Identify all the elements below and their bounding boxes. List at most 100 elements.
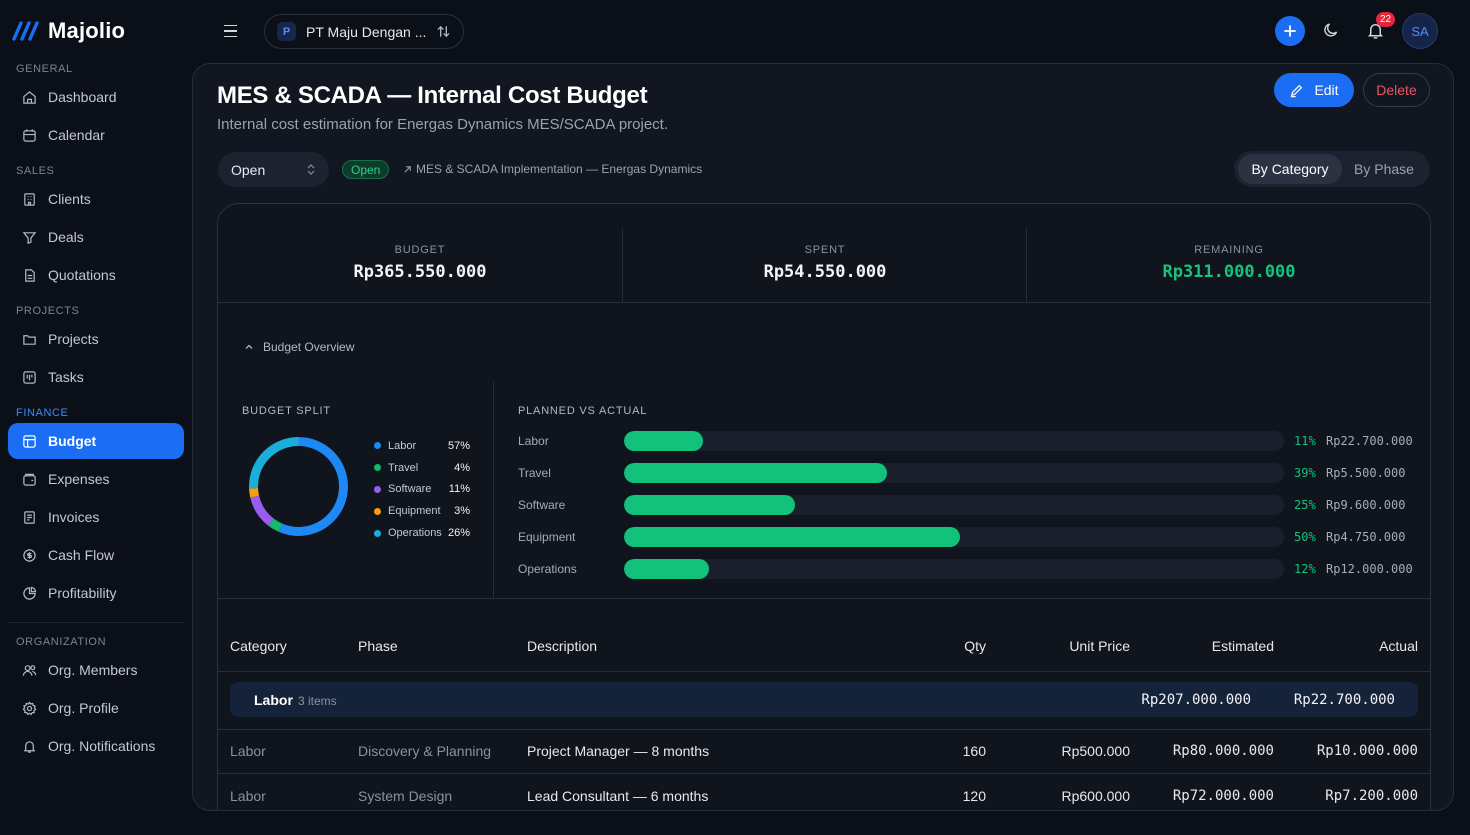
col-header-description[interactable]: Description bbox=[527, 638, 598, 654]
sidebar-divider bbox=[8, 622, 184, 623]
brand[interactable]: Majolio bbox=[12, 18, 125, 44]
sidebar-item-org-notifications[interactable]: Org. Notifications bbox=[8, 728, 184, 764]
cell-phase: System Design bbox=[358, 788, 453, 804]
stat-divider bbox=[622, 228, 623, 302]
budget-icon bbox=[23, 434, 36, 448]
legend-name: Equipment bbox=[388, 505, 441, 518]
sidebar-item-dashboard[interactable]: Dashboard bbox=[8, 79, 184, 115]
status-select[interactable]: Open bbox=[218, 152, 329, 187]
sidebar-item-budget[interactable]: Budget bbox=[8, 423, 184, 459]
view-by-phase-tab[interactable]: By Phase bbox=[1354, 161, 1414, 177]
sidebar-item-tasks[interactable]: Tasks bbox=[8, 359, 184, 395]
category-group-row[interactable]: Labor 3 items Rp207.000.000 Rp22.700.000 bbox=[230, 682, 1418, 717]
col-header-estimated[interactable]: Estimated bbox=[1211, 638, 1274, 654]
section-divider bbox=[218, 598, 1430, 599]
legend-name: Labor bbox=[388, 439, 417, 452]
filter-icon bbox=[22, 231, 37, 244]
brand-name: Majolio bbox=[48, 18, 126, 43]
add-button[interactable] bbox=[1275, 16, 1305, 46]
swap-arrows-icon bbox=[437, 25, 450, 38]
stat-spent-value: Rp54.550.000 bbox=[763, 262, 887, 282]
planned-vs-actual-title: PLANNED VS ACTUAL bbox=[518, 405, 648, 417]
moon-icon[interactable] bbox=[1322, 21, 1340, 39]
sidebar-item-org-profile[interactable]: Org. Profile bbox=[8, 690, 184, 726]
kanban-icon bbox=[23, 370, 36, 384]
org-name: PT Maju Dengan ... bbox=[306, 23, 426, 40]
cell-category: Labor bbox=[230, 788, 266, 804]
bell-icon bbox=[23, 740, 36, 753]
edit-button[interactable]: Edit bbox=[1274, 73, 1354, 107]
cell-estimated: Rp72.000.000 bbox=[1172, 788, 1274, 804]
col-header-category[interactable]: Category bbox=[230, 638, 287, 654]
project-link[interactable]: MES & SCADA Implementation — Energas Dyn… bbox=[403, 162, 702, 176]
col-header-qty[interactable]: Qty bbox=[964, 638, 986, 654]
sidebar-item-org-members[interactable]: Org. Members bbox=[8, 652, 184, 688]
stat-divider bbox=[1026, 228, 1027, 302]
sidebar-item-label: Org. Notifications bbox=[48, 738, 156, 754]
col-header-phase[interactable]: Phase bbox=[358, 638, 398, 654]
sidebar-item-label: Deals bbox=[48, 229, 84, 245]
sidebar-item-label: Budget bbox=[48, 433, 97, 449]
section-label-finance: FINANCE bbox=[16, 407, 69, 419]
legend-name: Operations bbox=[388, 527, 442, 540]
menu-toggle-button[interactable] bbox=[219, 20, 241, 42]
pva-label: Software bbox=[518, 498, 566, 512]
pva-amount: Rp12.000.000 bbox=[1326, 562, 1413, 576]
sidebar-item-deals[interactable]: Deals bbox=[8, 219, 184, 255]
row-divider bbox=[218, 729, 1430, 730]
user-avatar[interactable]: SA bbox=[1402, 13, 1438, 49]
budget-overview-toggle[interactable]: Budget Overview bbox=[244, 340, 354, 354]
stat-remaining-label: REMAINING bbox=[1194, 244, 1264, 256]
pva-percent: 39% bbox=[1294, 466, 1316, 480]
col-header-unit-price[interactable]: Unit Price bbox=[1069, 638, 1130, 654]
sidebar-item-projects[interactable]: Projects bbox=[8, 321, 184, 357]
page-title: MES & SCADA — Internal Cost Budget bbox=[217, 82, 648, 109]
pva-track bbox=[624, 559, 1284, 579]
cell-description: Lead Consultant — 6 months bbox=[527, 788, 709, 804]
view-by-category-tab[interactable]: By Category bbox=[1238, 154, 1342, 184]
sidebar-item-clients[interactable]: Clients bbox=[8, 181, 184, 217]
legend-item-travel: Travel 4% bbox=[374, 457, 470, 479]
sidebar-item-label: Org. Members bbox=[48, 662, 138, 678]
home-icon bbox=[23, 90, 36, 104]
status-badge: Open bbox=[342, 160, 390, 179]
cell-unit-price: Rp600.000 bbox=[1061, 788, 1130, 804]
folder-icon bbox=[23, 334, 36, 345]
budget-split-legend: Labor 57% Travel 4% Software 11% Equipment 3% Op… bbox=[374, 435, 470, 544]
sidebar-item-cash-flow[interactable]: Cash Flow bbox=[8, 537, 184, 573]
legend-pct: 26% bbox=[447, 527, 470, 540]
pva-amount: Rp5.500.000 bbox=[1326, 466, 1406, 480]
section-label-organization: ORGANIZATION bbox=[16, 636, 107, 648]
sidebar-item-profitability[interactable]: Profitability bbox=[8, 575, 184, 611]
budget-split-title: BUDGET SPLIT bbox=[242, 405, 331, 417]
sidebar-item-expenses[interactable]: Expenses bbox=[8, 461, 184, 497]
legend-dot bbox=[374, 507, 381, 515]
pva-amount: Rp22.700.000 bbox=[1326, 434, 1413, 448]
cell-estimated: Rp80.000.000 bbox=[1172, 743, 1274, 759]
building-icon bbox=[24, 192, 35, 206]
cell-description: Project Manager — 8 months bbox=[527, 743, 710, 759]
pva-percent: 11% bbox=[1294, 434, 1316, 448]
legend-item-equipment: Equipment 3% bbox=[374, 500, 470, 522]
pva-bar bbox=[624, 463, 888, 483]
legend-dot bbox=[374, 464, 381, 472]
sidebar-item-quotations[interactable]: Quotations bbox=[8, 257, 184, 293]
pva-label: Travel bbox=[518, 466, 551, 480]
pva-track bbox=[624, 495, 1284, 515]
pva-bar bbox=[624, 431, 703, 451]
section-divider bbox=[218, 302, 1430, 303]
sidebar-item-calendar[interactable]: Calendar bbox=[8, 117, 184, 153]
calendar-icon bbox=[23, 128, 36, 142]
pva-row-operations: Operations 12% Rp12.000.000 bbox=[518, 559, 1418, 579]
pva-percent: 25% bbox=[1294, 498, 1316, 512]
sidebar-item-label: Tasks bbox=[48, 369, 84, 385]
delete-button[interactable]: Delete bbox=[1363, 73, 1430, 107]
sidebar-item-invoices[interactable]: Invoices bbox=[8, 499, 184, 535]
pie-icon bbox=[23, 586, 37, 600]
organization-switcher[interactable]: P PT Maju Dengan ... bbox=[264, 14, 464, 49]
table-header-divider bbox=[218, 671, 1430, 672]
col-header-actual[interactable]: Actual bbox=[1379, 638, 1418, 654]
group-item-count: 3 items bbox=[298, 694, 337, 708]
group-estimated: Rp207.000.000 bbox=[1141, 692, 1251, 708]
legend-name: Travel bbox=[388, 461, 419, 474]
